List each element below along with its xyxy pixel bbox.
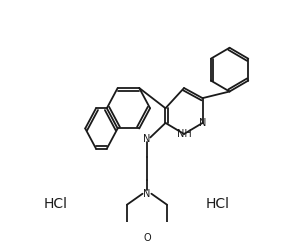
Text: N: N xyxy=(143,134,151,144)
Text: N: N xyxy=(199,118,206,128)
Text: HCl: HCl xyxy=(44,197,68,212)
Text: NH: NH xyxy=(177,129,191,139)
Text: HCl: HCl xyxy=(205,197,230,212)
Text: N: N xyxy=(143,189,151,199)
Text: O: O xyxy=(143,233,151,241)
